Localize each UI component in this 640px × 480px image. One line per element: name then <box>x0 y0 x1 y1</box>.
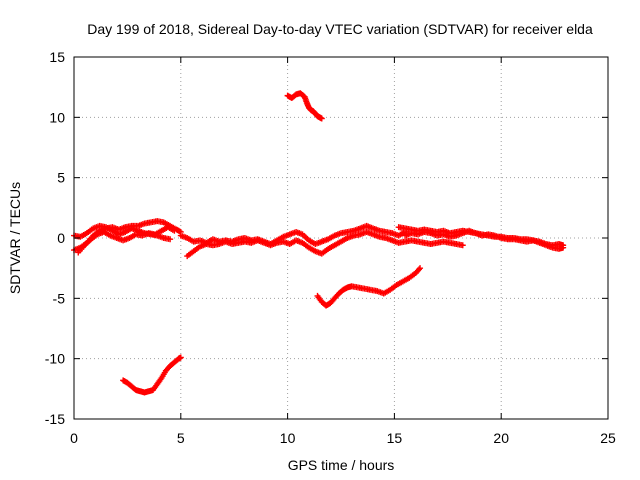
x-axis-label: GPS time / hours <box>288 457 395 473</box>
data-point <box>417 265 424 272</box>
data-point <box>177 354 184 361</box>
data-point <box>167 236 174 243</box>
series-track-main-g <box>402 227 567 252</box>
y-tick-label: 10 <box>49 109 65 125</box>
x-tick-label: 15 <box>387 430 403 446</box>
data-point <box>560 244 567 251</box>
y-tick-label: -5 <box>53 290 66 306</box>
x-tick-label: 0 <box>70 430 78 446</box>
series-track-main-c <box>75 224 178 256</box>
chart-title: Day 199 of 2018, Sidereal Day-to-day VTE… <box>87 21 593 37</box>
series-track-low <box>120 354 184 396</box>
data-point <box>415 266 422 273</box>
x-tick-label: 5 <box>177 430 185 446</box>
data-point <box>459 242 466 249</box>
y-tick-label: 0 <box>57 230 65 246</box>
data-layer <box>71 90 567 396</box>
data-point <box>171 227 178 234</box>
series-track-high <box>284 90 325 122</box>
tick-labels: 0 5 10 15 20 25 -15 -10 -5 0 5 10 15 <box>45 49 616 446</box>
x-tick-label: 10 <box>280 430 296 446</box>
y-tick-label: -10 <box>45 351 65 367</box>
x-tick-label: 20 <box>493 430 509 446</box>
series-track-mid-low <box>314 265 424 309</box>
y-tick-label: -15 <box>45 411 65 427</box>
y-tick-label: 15 <box>49 49 65 65</box>
series-track-main-e <box>184 228 466 260</box>
y-tick-label: 5 <box>57 170 65 186</box>
x-tick-label: 25 <box>600 430 616 446</box>
ticks <box>73 56 609 420</box>
y-axis-label: SDTVAR / TECUs <box>7 182 23 294</box>
data-point <box>318 115 325 122</box>
